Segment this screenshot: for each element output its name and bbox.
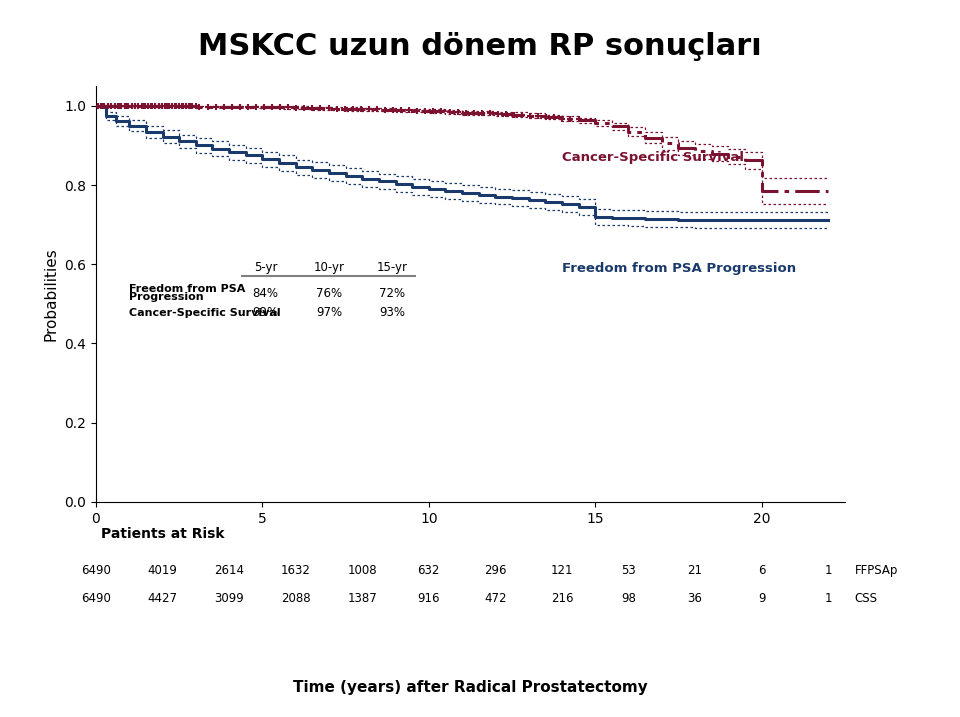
Text: 4427: 4427 (148, 592, 178, 605)
Text: 2088: 2088 (281, 592, 310, 605)
Text: 1387: 1387 (348, 592, 377, 605)
Text: 97%: 97% (316, 306, 342, 319)
Text: 72%: 72% (379, 287, 405, 300)
Text: 6490: 6490 (81, 592, 111, 605)
Text: Freedom from PSA Progression: Freedom from PSA Progression (562, 262, 796, 275)
Text: 6490: 6490 (81, 564, 111, 576)
Text: 98: 98 (621, 592, 636, 605)
Text: 53: 53 (621, 564, 636, 576)
Text: 472: 472 (484, 592, 507, 605)
Text: 6: 6 (757, 564, 765, 576)
Text: 1008: 1008 (348, 564, 377, 576)
Text: 1632: 1632 (280, 564, 311, 576)
Text: 2614: 2614 (214, 564, 244, 576)
Text: Cancer-Specific Survival: Cancer-Specific Survival (562, 151, 744, 163)
Text: Freedom from PSA: Freedom from PSA (130, 284, 246, 294)
Text: 76%: 76% (316, 287, 342, 300)
Text: 21: 21 (687, 564, 703, 576)
Text: MSKCC uzun dönem RP sonuçları: MSKCC uzun dönem RP sonuçları (198, 32, 762, 61)
Text: 1: 1 (825, 564, 832, 576)
Text: 216: 216 (551, 592, 573, 605)
Text: 296: 296 (484, 564, 507, 576)
Text: 10-yr: 10-yr (314, 261, 345, 274)
Text: 36: 36 (687, 592, 703, 605)
Text: 121: 121 (551, 564, 573, 576)
Text: 916: 916 (418, 592, 440, 605)
Text: 4019: 4019 (148, 564, 178, 576)
Text: 84%: 84% (252, 287, 278, 300)
Text: 9: 9 (757, 592, 765, 605)
Text: Time (years) after Radical Prostatectomy: Time (years) after Radical Prostatectomy (293, 680, 648, 695)
Text: Progression: Progression (130, 292, 204, 302)
Text: CSS: CSS (854, 592, 877, 605)
Text: 632: 632 (418, 564, 440, 576)
Text: 99%: 99% (252, 306, 278, 319)
Text: FFPSAp: FFPSAp (854, 564, 898, 576)
Text: 5-yr: 5-yr (254, 261, 277, 274)
Text: Patients at Risk: Patients at Risk (101, 527, 225, 541)
Text: Cancer-Specific Survival: Cancer-Specific Survival (130, 308, 281, 318)
Text: 1: 1 (825, 592, 832, 605)
Text: 3099: 3099 (214, 592, 244, 605)
Text: 15-yr: 15-yr (376, 261, 408, 274)
Text: 93%: 93% (379, 306, 405, 319)
Y-axis label: Probabilities: Probabilities (44, 247, 59, 341)
